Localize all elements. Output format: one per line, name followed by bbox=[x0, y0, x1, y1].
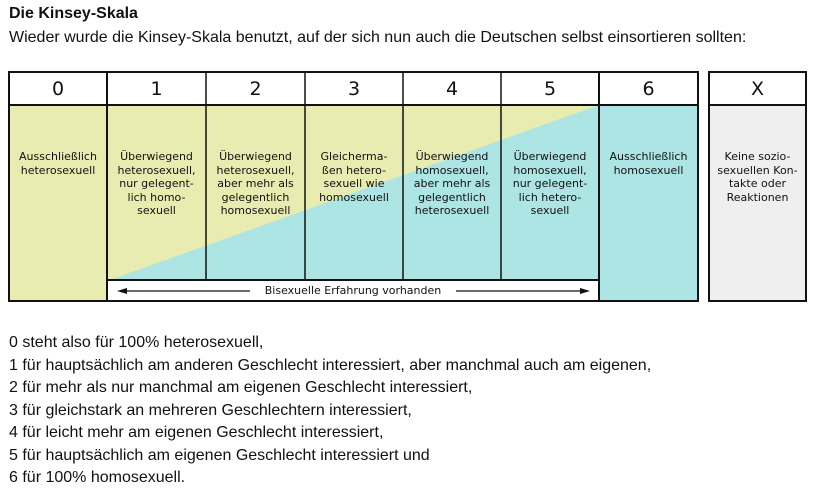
bisexual-label: Bisexuelle Erfahrung vorhanden bbox=[264, 284, 442, 297]
scale-desc-3: Gleicherma-ßen hetero-sexuell wie homose… bbox=[319, 150, 389, 204]
explanation-line: 2 für mehr als nur manchmal am eigenen G… bbox=[9, 379, 473, 396]
explanation-line: 3 für gleichstark an mehreren Geschlecht… bbox=[9, 401, 412, 419]
x-box bbox=[708, 71, 807, 302]
scale-desc-4: Überwiegend homosexuell, aber mehr als g… bbox=[413, 150, 491, 217]
explanation-line: 0 steht also für 100% heterosexuell, bbox=[9, 334, 264, 351]
scale-desc-5: Überwiegend homosexuell, nur gelegent-li… bbox=[512, 150, 588, 217]
page-title: Die Kinsey-Skala bbox=[9, 5, 138, 22]
scale-header-3: 3 bbox=[347, 78, 361, 100]
scale-header-0: 0 bbox=[51, 78, 65, 100]
homo-triangle bbox=[110, 105, 599, 280]
cell-0-bg bbox=[9, 105, 107, 301]
scale-header-1: 1 bbox=[150, 78, 163, 100]
scale-desc-6: Ausschließlich homosexuell bbox=[609, 150, 688, 177]
scale-desc-x: Keine sozio-sexuellen Kon-takte oder Rea… bbox=[717, 150, 798, 204]
bisexual-bar bbox=[106, 279, 600, 302]
scale-desc-1: Überwiegend heterosexuell, nur gelegent-… bbox=[117, 150, 196, 217]
scale-header-2: 2 bbox=[249, 78, 262, 100]
explanation-list: 0 steht also für 100% heterosexuell, 1 f… bbox=[9, 332, 651, 490]
scale-header-5: 5 bbox=[543, 78, 557, 100]
explanation-line: 5 für hauptsächlich am eigenen Geschlech… bbox=[9, 446, 430, 464]
scale-header-4: 4 bbox=[445, 78, 459, 100]
scale-header-6: 6 bbox=[642, 78, 655, 100]
kinsey-scale-diagram bbox=[8, 71, 807, 302]
explanation-line: 1 für hauptsächlich am anderen Geschlech… bbox=[9, 356, 652, 374]
subtitle: Wieder wurde die Kinsey-Skala benutzt, a… bbox=[9, 29, 747, 46]
scale-header-x: X bbox=[750, 78, 765, 100]
scale-desc-0: Ausschließlich heterosexuell bbox=[19, 150, 97, 177]
explanation-line: 4 für leicht mehr am eigenen Geschlecht … bbox=[9, 424, 384, 441]
scale-desc-2: Überwiegend heterosexuell, aber mehr als… bbox=[216, 150, 295, 217]
explanation-line: 6 für 100% homosexuell. bbox=[9, 469, 186, 486]
cell-6-bg bbox=[599, 105, 698, 301]
